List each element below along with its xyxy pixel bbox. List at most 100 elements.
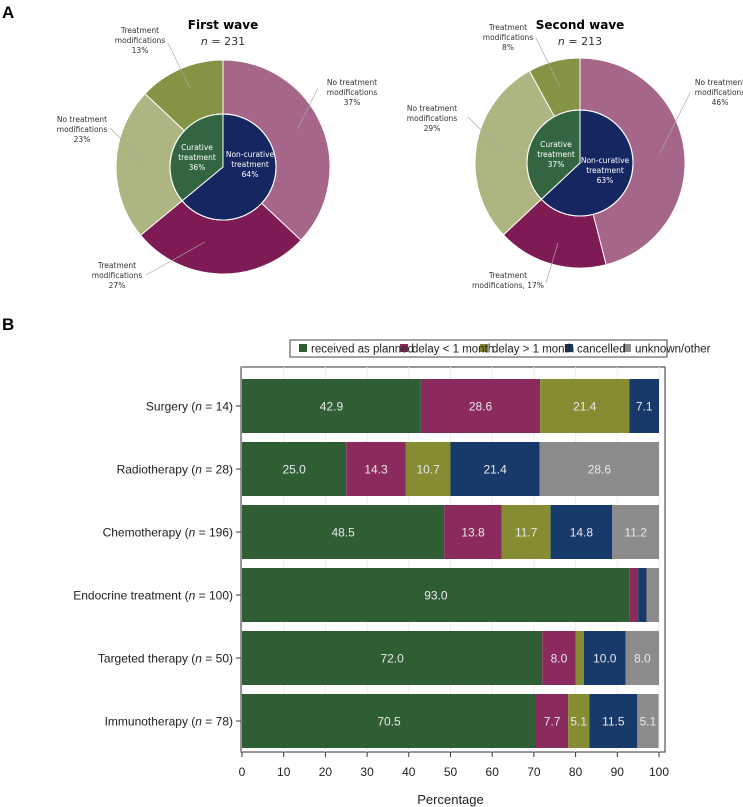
bar-segment [535,694,569,748]
category-label: Radiotherapy (n = 28) [117,463,233,477]
inner-slice-label: treatment [537,150,575,159]
x-tick-label: 90 [611,765,625,779]
leader-line [167,42,191,89]
bar-segment [242,694,536,748]
legend-label: unknown/other [635,344,711,356]
bar-row-surgery [242,379,659,433]
leader-line [659,92,691,154]
slice-label: modifications [483,33,534,42]
x-axis-label: Percentage [417,792,484,807]
inner-slice-label: Non-curative [581,156,630,165]
category-label: Immunotherapy (n = 78) [105,715,233,729]
bar-segment [539,442,659,496]
slice-label: 27% [109,281,126,290]
slice-label: Treatment [120,26,159,35]
category-label: Targeted therapy (n = 50) [98,652,233,666]
leader-line [145,241,206,276]
slice-label: 13% [132,46,149,55]
bar-value-label: 8.0 [551,652,568,666]
inner-slice-label: treatment [586,166,624,175]
inner-ring [526,109,634,217]
bar-value-label: 5.1 [570,715,587,729]
legend-swatch [400,344,408,352]
leader-line [535,37,561,88]
bar-segment [568,694,590,748]
bar-row-endocrine-treatment [242,568,659,622]
leader-line [109,127,143,161]
donut-chart-1 [109,42,331,276]
bar-segment [637,694,659,748]
leader-line [467,116,503,152]
bar-value-label: 10.7 [417,463,441,477]
bar-value-label: 21.4 [483,463,507,477]
bar-segment [346,442,406,496]
bar-segment [638,568,647,622]
x-tick-label: 30 [360,765,374,779]
slice-label: 8% [502,43,514,52]
bar-segment [575,631,584,685]
category-label: Chemotherapy (n = 196) [103,526,233,540]
legend-swatch [623,344,631,352]
bar-row-immunotherapy [242,694,659,748]
inner-slice-label: Non-curative [226,150,275,159]
slice-label: Treatment [97,261,136,270]
slice-label: No treatment [695,78,743,87]
x-tick-label: 80 [569,765,583,779]
inner-ring [169,113,277,221]
bar-value-label: 72.0 [380,652,404,666]
bar-value-label: 8.0 [634,652,651,666]
slice-label: 46% [712,98,729,107]
slice-label: modifications [92,271,143,280]
bar-segment [242,379,421,433]
bar-segment [646,568,659,622]
legend-label: delay > 1 month [492,344,574,356]
category-label: Surgery (n = 14) [146,400,233,414]
bar-segment [444,505,502,559]
slice-label: No treatment [57,115,107,124]
bar-segment [629,568,639,622]
pie-n: n = 231 [201,35,245,48]
bar-row-radiotherapy [242,442,659,496]
slice-label: 29% [424,124,441,133]
bar-segment [583,631,626,685]
donut-chart-2 [467,37,691,284]
slice-label: Treatment [488,271,527,280]
x-tick-label: 100 [649,765,669,779]
leader-line [297,87,319,129]
bar-segment [450,442,540,496]
bar-segment [629,379,659,433]
bar-value-label: 7.1 [636,400,653,414]
inner-slice-label: 64% [242,170,259,179]
leader-line [545,242,559,284]
bar-value-label: 48.5 [331,526,355,540]
bar-row-targeted-therapy [242,631,659,685]
bar-value-label: 11.2 [624,526,647,540]
category-label: Endocrine treatment (n = 100) [73,589,233,603]
bar-value-label: 25.0 [282,463,306,477]
bar-segment [420,379,541,433]
bar-value-label: 5.1 [640,715,657,729]
pie-title: First wave [188,18,258,32]
slice-label: 37% [344,98,361,107]
bar-value-label: 14.8 [570,526,594,540]
bar-value-label: 7.7 [544,715,561,729]
slice-label: modifications [327,88,378,97]
slice-label: 23% [74,135,91,144]
legend-swatch [299,344,307,352]
legend-label: cancelled [577,344,626,356]
panel-label-b: B [2,315,14,334]
slice-label: modifications, 17% [472,281,544,290]
legend-swatch [565,344,573,352]
bar-row-chemotherapy [242,505,659,559]
bar-value-label: 93.0 [424,589,448,603]
bar-segment [550,505,613,559]
bar-value-label: 11.7 [515,526,538,540]
x-tick-label: 40 [402,765,416,779]
bar-value-label: 28.6 [469,400,493,414]
pie-n: n = 213 [558,35,602,48]
inner-slice-label: 37% [548,160,565,169]
legend-label: received as planned [311,344,414,356]
slice-label: modifications [57,125,108,134]
bar-segment [612,505,659,559]
